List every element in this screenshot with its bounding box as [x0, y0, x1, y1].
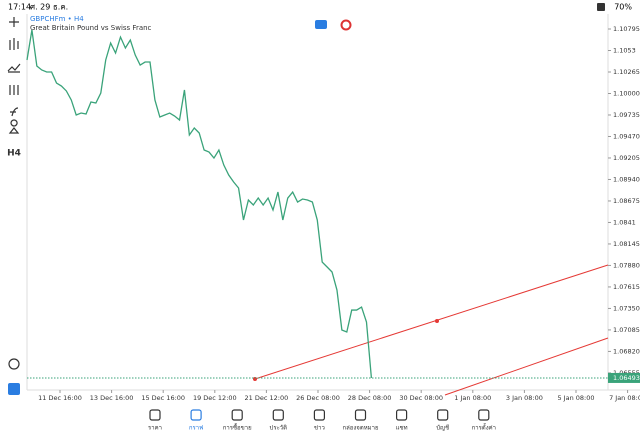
y-tick-label: 1.08940: [613, 175, 640, 183]
x-tick-label: 19 Dec 12:00: [193, 394, 237, 402]
x-tick-label: 30 Dec 08:00: [399, 394, 443, 402]
nav-label[interactable]: แชท: [396, 425, 408, 432]
x-tick-label: 13 Dec 16:00: [90, 394, 134, 402]
left-toolbar: [7, 17, 21, 370]
trend-line[interactable]: [444, 337, 609, 396]
y-tick-label: 1.10795: [613, 25, 640, 33]
function-icon[interactable]: [10, 107, 19, 117]
y-tick-label: 1.07615: [613, 283, 640, 291]
y-tick-label: 1.0841: [613, 218, 636, 226]
buy-button[interactable]: [340, 19, 352, 31]
nav-icon[interactable]: [396, 409, 408, 421]
nav-icon[interactable]: [231, 409, 243, 421]
nav-icon[interactable]: [478, 409, 490, 421]
nav-label[interactable]: ราคา: [148, 425, 162, 432]
current-price-box: [608, 372, 640, 383]
bottom-nav: ราคา กราฟ การซื้อขาย ประวัติ ข่าว กล่องจดหมาย…: [148, 409, 496, 432]
y-tick-label: 1.07880: [613, 261, 640, 269]
symbol: GBPCHFm • H4: [30, 15, 84, 23]
current-price-label: 1.06493: [613, 374, 640, 382]
x-tick-label: 26 Dec 08:00: [296, 394, 340, 402]
nav-label[interactable]: กล่องจดหมาย: [342, 425, 378, 432]
nav-label[interactable]: บัญชี: [436, 424, 449, 432]
status-date: ศ. 29 ธ.ค.: [30, 3, 68, 12]
y-tick-label: 1.09205: [613, 154, 640, 162]
status-time: 17:14: [8, 3, 31, 12]
nav-label[interactable]: การซื้อขาย: [223, 422, 252, 432]
x-tick-label: 5 Jan 08:00: [557, 394, 594, 402]
status-battery: 70%: [614, 3, 632, 12]
nav-icon[interactable]: [190, 409, 202, 421]
nav-icon[interactable]: [313, 409, 325, 421]
chart-type-icon[interactable]: [9, 38, 19, 50]
timeframe-button[interactable]: H4: [7, 149, 21, 159]
nav-label[interactable]: ประวัติ: [270, 425, 288, 432]
shapes-icon[interactable]: [8, 119, 20, 134]
y-tick-label: 1.10000: [613, 89, 640, 97]
x-tick-label: 1 Jan 08:00: [454, 394, 491, 402]
search-icon[interactable]: [8, 358, 20, 370]
nav-label[interactable]: กราฟ: [189, 425, 203, 432]
nav-icon[interactable]: [437, 409, 449, 421]
nav-icon[interactable]: [149, 409, 161, 421]
indicator-icon[interactable]: [7, 63, 21, 73]
trend-line[interactable]: [254, 264, 609, 380]
nav-label[interactable]: การตั้งค่า: [472, 422, 496, 432]
y-tick-label: 1.08145: [613, 240, 640, 248]
x-tick-label: 28 Dec 08:00: [348, 394, 392, 402]
nav-icon[interactable]: [272, 409, 284, 421]
y-tick-label: 1.07085: [613, 326, 640, 334]
y-tick-label: 1.06555: [613, 369, 640, 377]
nav-label[interactable]: ข่าว: [314, 425, 325, 432]
wifi-icon: [597, 3, 605, 11]
x-tick-label: 11 Dec 16:00: [38, 394, 82, 402]
x-tick-label: 7 Jan 08:00: [609, 394, 640, 402]
y-tick-label: 1.10265: [613, 68, 640, 76]
y-tick-label: 1.08675: [613, 197, 640, 205]
crosshair-icon[interactable]: [9, 17, 19, 27]
trend-anchor[interactable]: [435, 319, 439, 323]
plot: 1.10795 1.1053 1.10265 1.10000 1.09735 1.0947…: [26, 25, 640, 402]
symbol-description: Great Britain Pound vs Swiss Franc: [30, 24, 152, 32]
sell-button[interactable]: [315, 20, 327, 29]
trade-icon[interactable]: [8, 383, 20, 395]
price-line: [26, 29, 373, 379]
x-tick-label: 15 Dec 16:00: [141, 394, 185, 402]
objects-icon[interactable]: [9, 85, 19, 95]
y-tick-label: 1.07350: [613, 304, 640, 312]
y-tick-label: 1.06820: [613, 347, 640, 355]
y-tick-label: 1.09470: [613, 132, 640, 140]
x-tick-label: 21 Dec 12:00: [245, 394, 289, 402]
y-tick-label: 1.09735: [613, 111, 640, 119]
nav-icon[interactable]: [354, 409, 367, 421]
y-tick-label: 1.1053: [613, 46, 636, 54]
x-tick-label: 3 Jan 08:00: [506, 394, 543, 402]
